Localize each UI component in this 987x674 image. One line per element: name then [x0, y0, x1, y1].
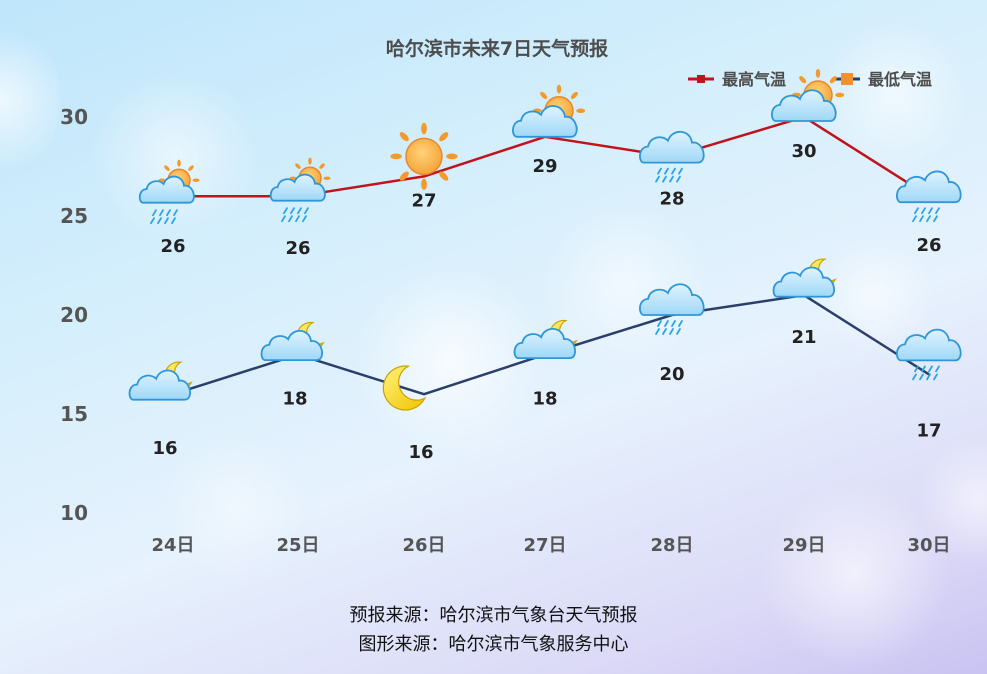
low-temp-label: 16 [408, 442, 433, 463]
weather-icons [128, 68, 962, 411]
moon-icon [382, 365, 427, 411]
cloud-sun-icon [771, 68, 845, 122]
low-temp-label: 18 [532, 389, 557, 410]
x-tick-label: 25日 [276, 535, 319, 556]
cloud-sun-icon [512, 84, 586, 138]
low-temp-label: 21 [791, 327, 816, 348]
cloud-rain-icon [639, 283, 705, 335]
x-tick-label: 27日 [523, 535, 566, 556]
y-tick-label: 20 [60, 303, 88, 327]
cloud-rain-icon [896, 170, 962, 223]
legend-marker [841, 73, 853, 85]
cloud-rain-icon [896, 328, 962, 381]
high-temp-label: 26 [160, 236, 185, 257]
cloud-sun-rain-icon [269, 157, 331, 223]
low-temp-label: 16 [152, 438, 177, 459]
graphic-source: 图形来源：哈尔滨市气象服务中心 [358, 634, 629, 655]
sun-icon [390, 122, 458, 191]
x-tick-label: 24日 [151, 535, 194, 556]
legend-item-high: 最高气温 [688, 70, 786, 89]
high-temp-label: 30 [791, 141, 816, 162]
cloud-moon-icon [513, 319, 578, 359]
low-temp-label: 20 [659, 364, 684, 385]
legend-marker [697, 75, 705, 83]
chart-title: 哈尔滨市未来7日天气预报 [386, 37, 608, 60]
x-tick-label: 30日 [907, 535, 950, 556]
cloud-moon-icon [772, 258, 837, 298]
high-temp-label: 26 [285, 238, 310, 259]
cloud-moon-icon [128, 361, 193, 401]
forecast-source: 预报来源：哈尔滨市气象台天气预报 [349, 605, 638, 626]
x-tick-label: 29日 [782, 535, 825, 556]
x-tick-label: 26日 [402, 535, 445, 556]
y-tick-label: 15 [60, 402, 88, 426]
cloud-rain-icon [639, 130, 705, 183]
y-tick-label: 10 [60, 501, 88, 525]
legend-label: 最低气温 [868, 70, 932, 89]
high-temp-label: 26 [916, 235, 941, 256]
high-temp-label: 28 [659, 189, 684, 210]
legend-label: 最高气温 [722, 70, 786, 89]
data-labels: 26 26 27 29 28 30 26 16 18 16 18 20 21 17 [152, 141, 941, 463]
high-temp-label: 29 [532, 156, 557, 177]
low-temp-label: 18 [282, 389, 307, 410]
low-temp-label: 17 [916, 420, 941, 441]
legend: 最高气温 最低气温 [688, 70, 932, 89]
cloud-moon-icon [260, 321, 325, 361]
y-axis: 10 15 20 25 30 [60, 105, 88, 525]
y-tick-label: 25 [60, 204, 88, 228]
cloud-sun-rain-icon [138, 159, 200, 225]
x-axis: 24日 25日 26日 27日 28日 29日 30日 [151, 535, 950, 556]
high-temp-label: 27 [411, 190, 436, 211]
legend-item-low: 最低气温 [834, 70, 932, 89]
y-tick-label: 30 [60, 105, 88, 129]
x-tick-label: 28日 [650, 535, 693, 556]
